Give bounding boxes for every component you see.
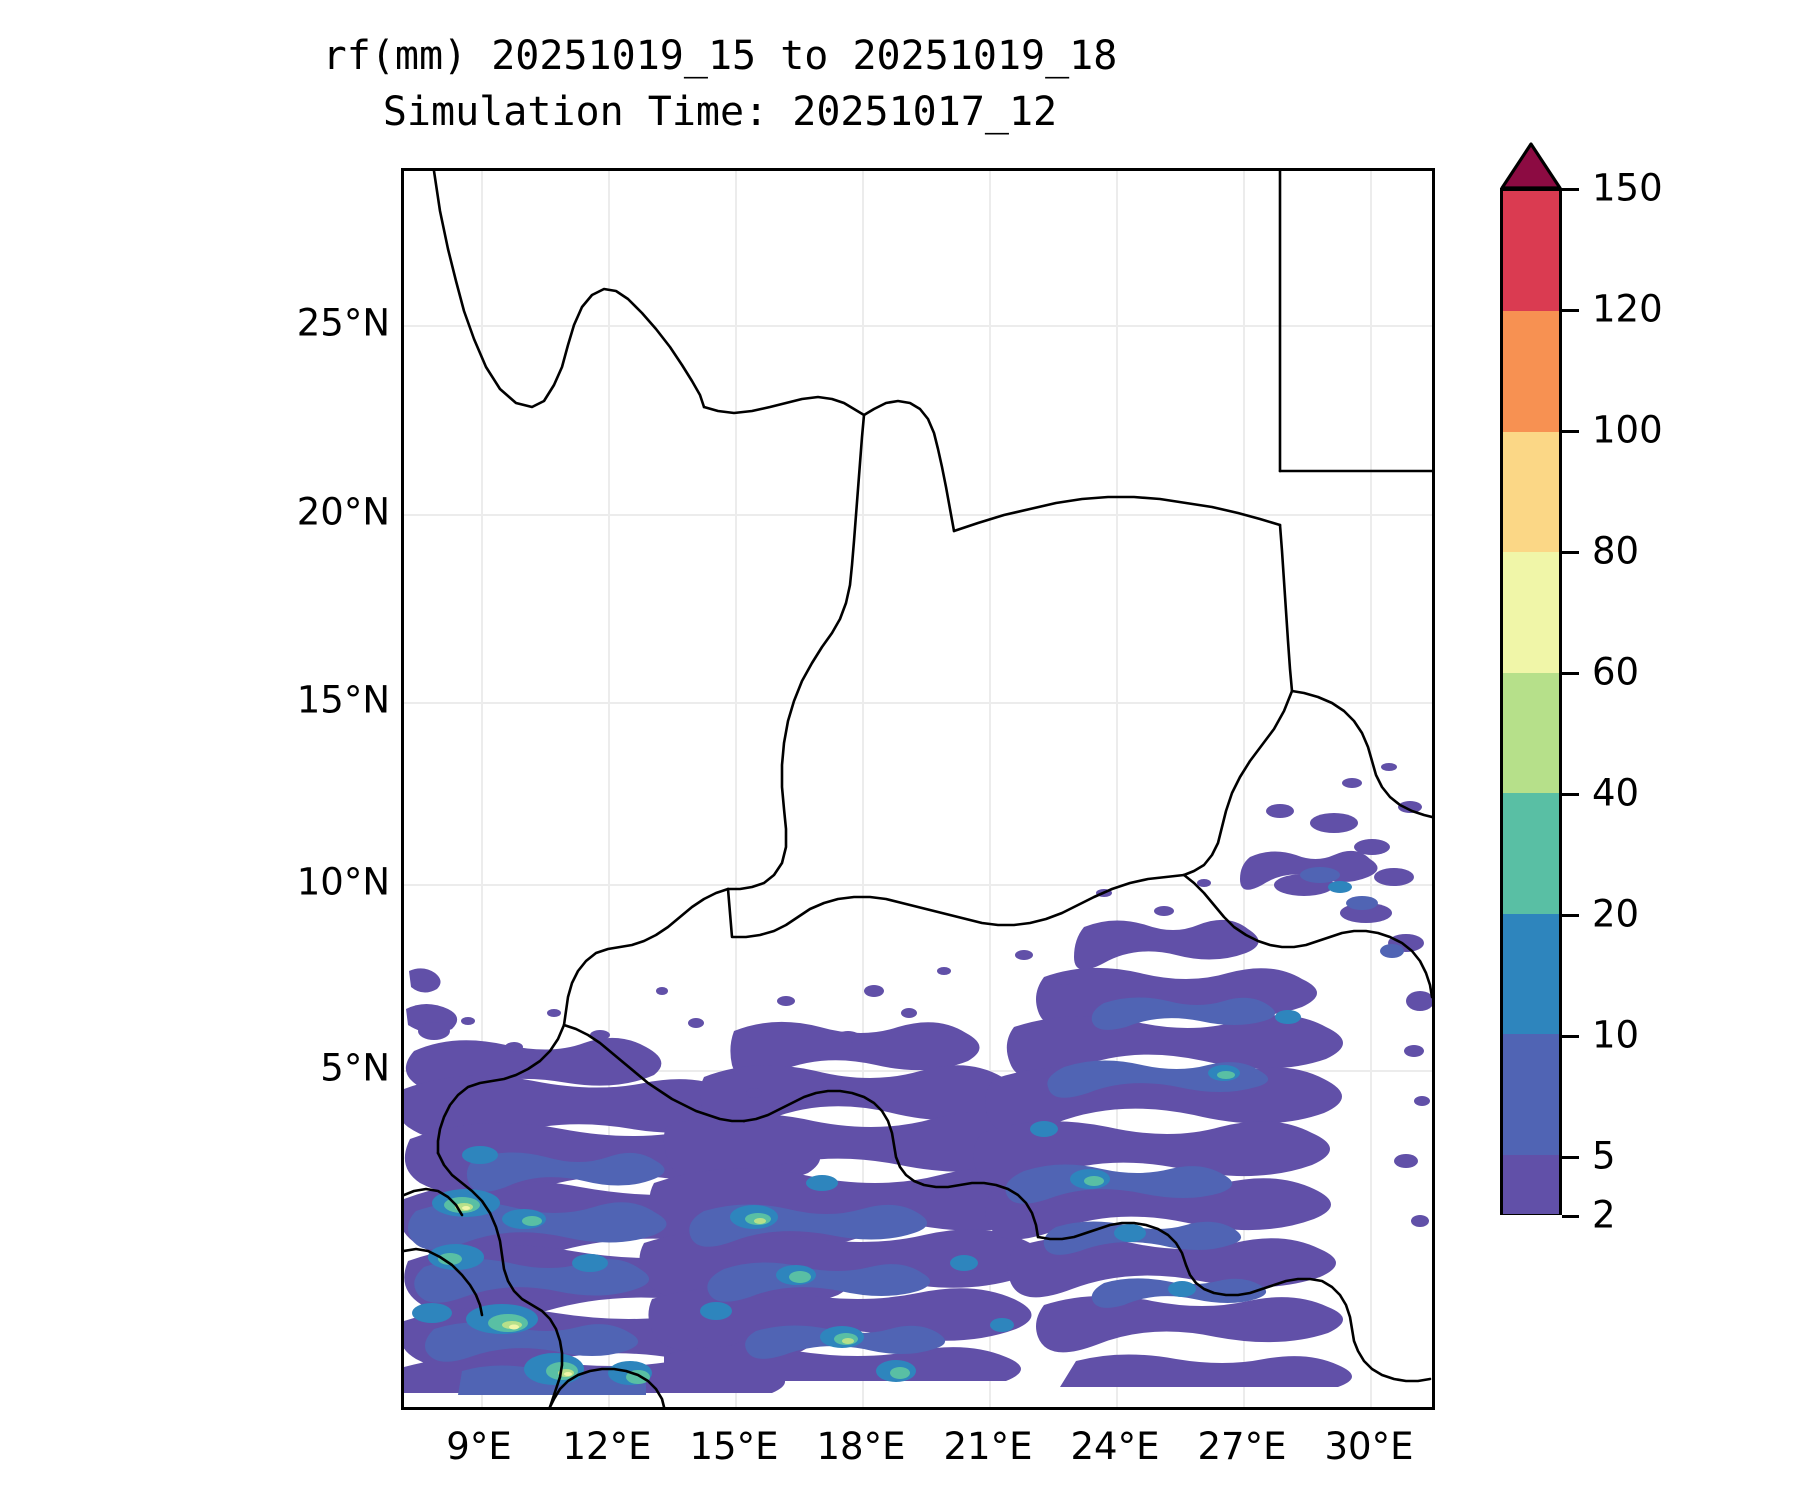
colorbar-tick-20: [1562, 914, 1579, 917]
ytick-label-5n: 5°N: [320, 1046, 390, 1090]
xtick-label-24e: 24°E: [1070, 1425, 1160, 1468]
chart-title: rf(mm) 20251019_15 to 20251019_18 Simula…: [0, 28, 1440, 140]
colorbar-tick-5: [1562, 1156, 1579, 1159]
colorbar-label-5: 5: [1592, 1134, 1616, 1178]
map-svg: [404, 171, 1432, 1407]
colorbar-band-5-10: [1503, 1034, 1559, 1155]
colorbar-band-60-80: [1503, 552, 1559, 673]
colorbar-tick-60: [1562, 672, 1579, 675]
xtick-label-12e: 12°E: [562, 1425, 652, 1468]
colorbar-tick-120: [1562, 309, 1579, 312]
colorbar-tick-100: [1562, 430, 1579, 433]
colorbar-label-150: 150: [1592, 166, 1663, 210]
colorbar-bands[interactable]: [1500, 188, 1562, 1215]
map-canvas: [404, 171, 1432, 1407]
xtick-label-18e: 18°E: [816, 1425, 906, 1468]
colorbar-label-120: 120: [1592, 287, 1663, 331]
colorbar-label-20: 20: [1592, 892, 1640, 936]
colorbar-band-40-60: [1503, 672, 1559, 794]
colorbar-band-100-120: [1503, 311, 1559, 432]
ytick-label-15n: 15°N: [296, 678, 390, 722]
ytick-label-25n: 25°N: [296, 301, 390, 345]
colorbar-extend-arrow: [1500, 142, 1562, 190]
ytick-label-10n: 10°N: [296, 860, 390, 904]
colorbar-tick-10: [1562, 1035, 1579, 1038]
colorbar-tick-150: [1562, 188, 1579, 191]
colorbar-band-20-40: [1503, 793, 1559, 914]
xtick-label-21e: 21°E: [943, 1425, 1033, 1468]
colorbar-band-2-5: [1503, 1154, 1559, 1215]
xtick-label-30e: 30°E: [1324, 1425, 1414, 1468]
xtick-label-27e: 27°E: [1197, 1425, 1287, 1468]
colorbar-label-40: 40: [1592, 771, 1640, 815]
colorbar-band-120-150: [1503, 191, 1559, 312]
xtick-label-9e: 9°E: [446, 1425, 512, 1468]
colorbar-label-2: 2: [1592, 1193, 1616, 1237]
country-borders: [404, 171, 1432, 1407]
rainfall-field: [404, 763, 1432, 1395]
chart-title-line-1: rf(mm) 20251019_15 to 20251019_18: [322, 33, 1118, 79]
colorbar-tick-80: [1562, 551, 1579, 554]
xtick-label-15e: 15°E: [689, 1425, 779, 1468]
colorbar-label-60: 60: [1592, 650, 1640, 694]
colorbar-tick-40: [1562, 793, 1579, 796]
colorbar-band-80-100: [1503, 431, 1559, 553]
colorbar-label-10: 10: [1592, 1013, 1640, 1057]
colorbar-label-80: 80: [1592, 529, 1640, 573]
ytick-label-20n: 20°N: [296, 490, 390, 534]
colorbar[interactable]: 150 120 100 80 60 40 20 10 5 2: [1500, 142, 1800, 1243]
colorbar-tick-2: [1562, 1215, 1579, 1218]
chart-title-line-2: Simulation Time: 20251017_12: [382, 89, 1058, 135]
colorbar-band-10-20: [1503, 913, 1559, 1035]
colorbar-label-100: 100: [1592, 408, 1663, 452]
map-plot-area[interactable]: [401, 168, 1435, 1410]
